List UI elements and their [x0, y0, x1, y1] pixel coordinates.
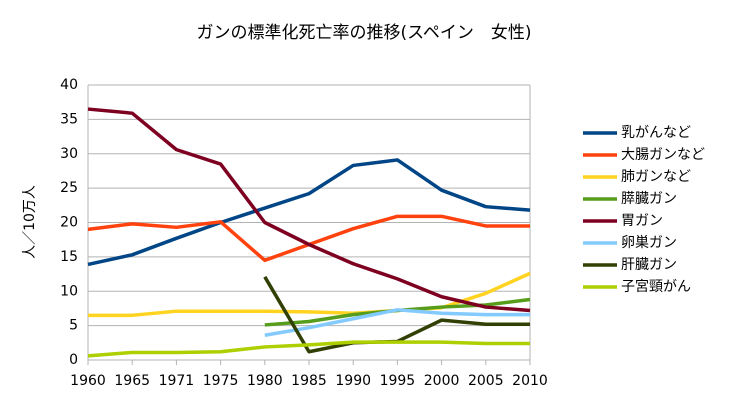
legend-label: 胃ガン	[621, 213, 663, 229]
legend-label: 子宮頸がん	[621, 279, 691, 295]
series-line	[87, 340, 530, 358]
x-tick-label: 1971	[159, 373, 195, 389]
y-tick-label: 0	[69, 352, 78, 368]
x-tick-label: 1985	[291, 373, 327, 389]
legend-label: 乳がんなど	[621, 125, 691, 141]
y-tick-label: 15	[60, 249, 78, 265]
y-tick-label: 10	[60, 283, 78, 299]
x-tick-label: 1975	[203, 373, 239, 389]
series-line	[87, 107, 531, 313]
x-tick-label: 2000	[424, 373, 460, 389]
legend-label: 卵巣ガン	[621, 235, 677, 251]
y-tick-label: 35	[60, 111, 78, 127]
x-tick-label: 1995	[380, 373, 416, 389]
y-axis-label: 人／10万人	[22, 185, 38, 259]
y-tick-label: 40	[60, 77, 78, 93]
x-tick-label: 1980	[247, 373, 283, 389]
y-tick-label: 25	[60, 180, 78, 196]
legend-label: 大腸ガンなど	[621, 147, 705, 163]
legend-label: 肝臓ガン	[621, 257, 677, 273]
series-line	[88, 271, 531, 318]
x-tick-label: 1960	[70, 373, 106, 389]
x-tick-label: 1990	[335, 373, 371, 389]
x-tick-label: 1965	[114, 373, 150, 389]
y-tick-label: 30	[60, 146, 78, 162]
legend-label: 膵臓ガン	[621, 191, 677, 207]
series-line	[264, 308, 530, 337]
x-tick-label: 2005	[468, 373, 504, 389]
chart-title: ガンの標準化死亡率の推移(スペイン 女性)	[196, 23, 531, 43]
legend-label: 肺ガンなど	[621, 169, 691, 185]
x-tick-label: 2010	[512, 373, 548, 389]
y-tick-label: 20	[60, 215, 78, 231]
y-tick-label: 5	[69, 318, 78, 334]
series-line	[87, 158, 531, 267]
